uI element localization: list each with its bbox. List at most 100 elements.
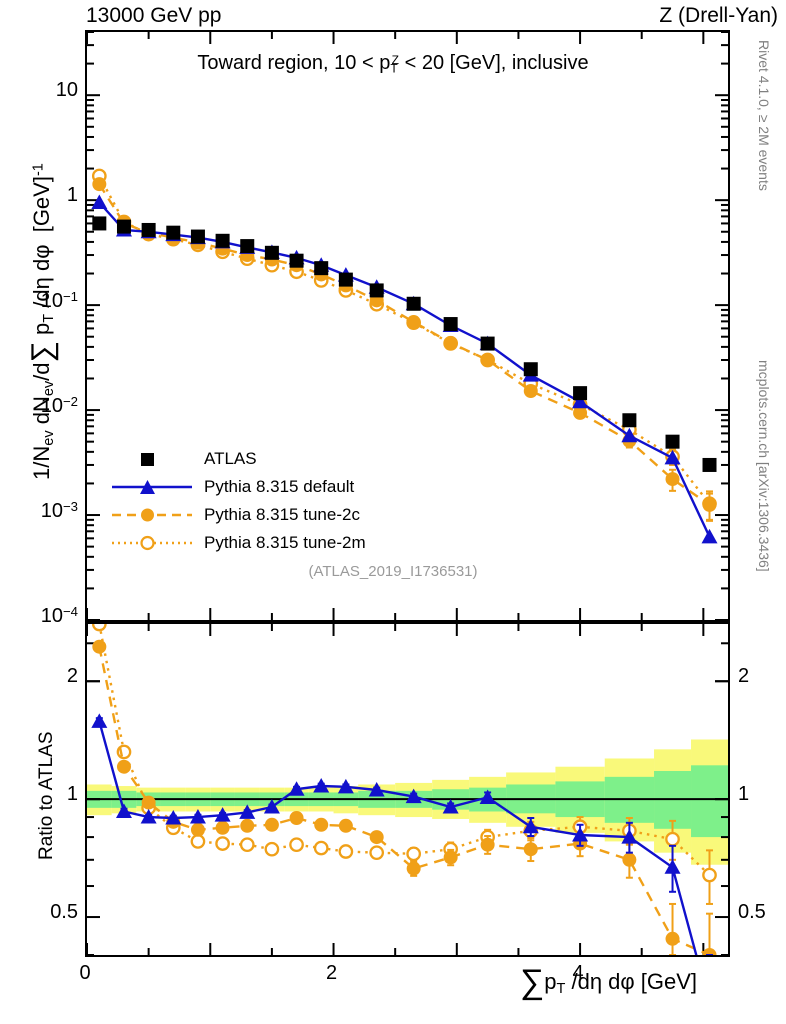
marker-circle	[702, 497, 717, 512]
mcplots-note: mcplots.cern.ch [arXiv:1306.3436]	[756, 360, 772, 572]
marker-triangle	[239, 804, 256, 819]
marker-square	[92, 216, 107, 231]
ratio-ticklabel-right-2: 0.5	[738, 901, 766, 924]
marker-triangle	[572, 393, 589, 409]
marker-triangle	[288, 781, 305, 796]
marker-square	[141, 222, 156, 237]
legend-item-tune2c[interactable]: Pythia 8.315 tune-2c	[110, 501, 366, 529]
marker-circle	[289, 811, 304, 826]
marker-open-circle	[665, 831, 680, 847]
marker-triangle	[214, 807, 231, 822]
series-line	[98, 183, 711, 506]
marker-square	[338, 272, 353, 287]
marker-triangle	[313, 778, 330, 793]
marker-square	[443, 317, 458, 332]
process-label: Z (Drell-Yan)	[659, 4, 778, 27]
marker-open-circle	[406, 846, 422, 862]
series-line	[98, 175, 711, 505]
marker-circle	[338, 818, 353, 833]
marker-triangle	[140, 809, 157, 824]
marker-square	[622, 413, 637, 428]
marker-open-circle	[338, 844, 354, 859]
y-ticklabel-5: 10−4	[40, 604, 78, 627]
marker-triangle	[621, 427, 638, 443]
y-ticklabel-2: 10−1	[40, 289, 78, 313]
marker-triangle	[91, 194, 108, 209]
marker-square	[166, 225, 181, 240]
marker-circle	[665, 472, 680, 487]
band-segment	[691, 765, 728, 838]
marker-circle	[406, 315, 421, 330]
main-plot-canvas	[87, 32, 728, 620]
y-ticklabel-0: 10	[55, 79, 78, 102]
legend-label-tune2c: Pythia 8.315 tune-2c	[204, 505, 360, 524]
marker-square	[215, 233, 230, 248]
marker-circle	[190, 822, 205, 837]
ratio-ticklabel-left-1: 1	[66, 783, 78, 806]
marker-circle	[480, 837, 495, 852]
marker-circle	[264, 817, 279, 832]
marker-triangle	[664, 449, 681, 465]
marker-circle	[443, 335, 458, 350]
marker-square	[289, 253, 304, 268]
y-ticklabel-4: 10−3	[40, 499, 78, 522]
legend-item-default[interactable]: Pythia 8.315 default	[110, 473, 366, 501]
marker-triangle	[263, 798, 280, 814]
marker-triangle	[337, 778, 354, 794]
legend-key-tune2m	[110, 533, 194, 553]
marker-square	[314, 261, 329, 276]
legend-key-tune2c	[110, 505, 194, 525]
marker-circle	[480, 352, 495, 367]
legend-label-atlas: ATLAS	[204, 449, 257, 468]
marker-open-circle	[369, 845, 385, 861]
marker-square	[702, 457, 717, 472]
marker-square	[523, 362, 538, 377]
marker-circle	[406, 861, 421, 876]
marker-circle	[573, 405, 588, 420]
marker-square	[406, 296, 421, 311]
marker-triangle	[701, 528, 718, 544]
ratio-plot-panel	[85, 622, 730, 957]
ratio-ticklabel-right-0: 2	[738, 665, 750, 688]
marker-open-circle	[91, 624, 107, 632]
y-ticklabel-1: 1	[66, 184, 78, 207]
main-plot-panel	[85, 30, 730, 622]
marker-circle	[622, 852, 637, 867]
marker-circle	[702, 948, 717, 955]
marker-square	[480, 336, 495, 351]
marker-square	[665, 434, 680, 449]
marker-circle	[665, 931, 680, 946]
marker-open-circle	[264, 841, 280, 857]
x-ticklabel-1: 2	[325, 962, 338, 984]
marker-triangle	[91, 713, 108, 728]
marker-circle	[523, 842, 538, 857]
marker-open-circle	[313, 840, 329, 856]
y-axis-label: 1/Nev dNev/d∑ pT /dη dφ [GeV]-1	[26, 163, 59, 480]
ratio-ticklabel-left-2: 0.5	[50, 901, 78, 924]
marker-circle	[314, 817, 329, 832]
marker-circle	[141, 795, 156, 810]
marker-triangle	[405, 788, 422, 804]
series-line	[98, 646, 710, 955]
series-pythia-8-315-default	[91, 713, 714, 955]
marker-open-circle	[215, 836, 230, 851]
analysis-watermark: (ATLAS_2019_I1736531)	[308, 563, 478, 580]
legend-item-tune2m[interactable]: Pythia 8.315 tune-2m	[110, 529, 366, 557]
series-atlas	[92, 216, 717, 472]
marker-open-circle	[190, 834, 206, 849]
marker-circle	[92, 639, 107, 654]
marker-triangle	[621, 829, 638, 844]
marker-square	[116, 219, 131, 234]
marker-triangle	[189, 809, 206, 824]
legend-item-atlas[interactable]: ATLAS	[110, 445, 366, 473]
legend-key-atlas	[110, 449, 194, 469]
marker-square	[573, 386, 588, 401]
ratio-ticklabel-left-0: 2	[66, 665, 78, 688]
marker-triangle	[368, 782, 385, 797]
x-ticklabel-0: 0	[79, 962, 91, 984]
marker-square	[369, 283, 384, 298]
rivet-version-note: Rivet 4.1.0, ≥ 2M events	[756, 40, 772, 191]
marker-triangle	[572, 826, 589, 842]
legend: ATLAS Pythia 8.315 default Pythia 8.315 …	[110, 445, 366, 557]
marker-triangle	[165, 810, 182, 825]
